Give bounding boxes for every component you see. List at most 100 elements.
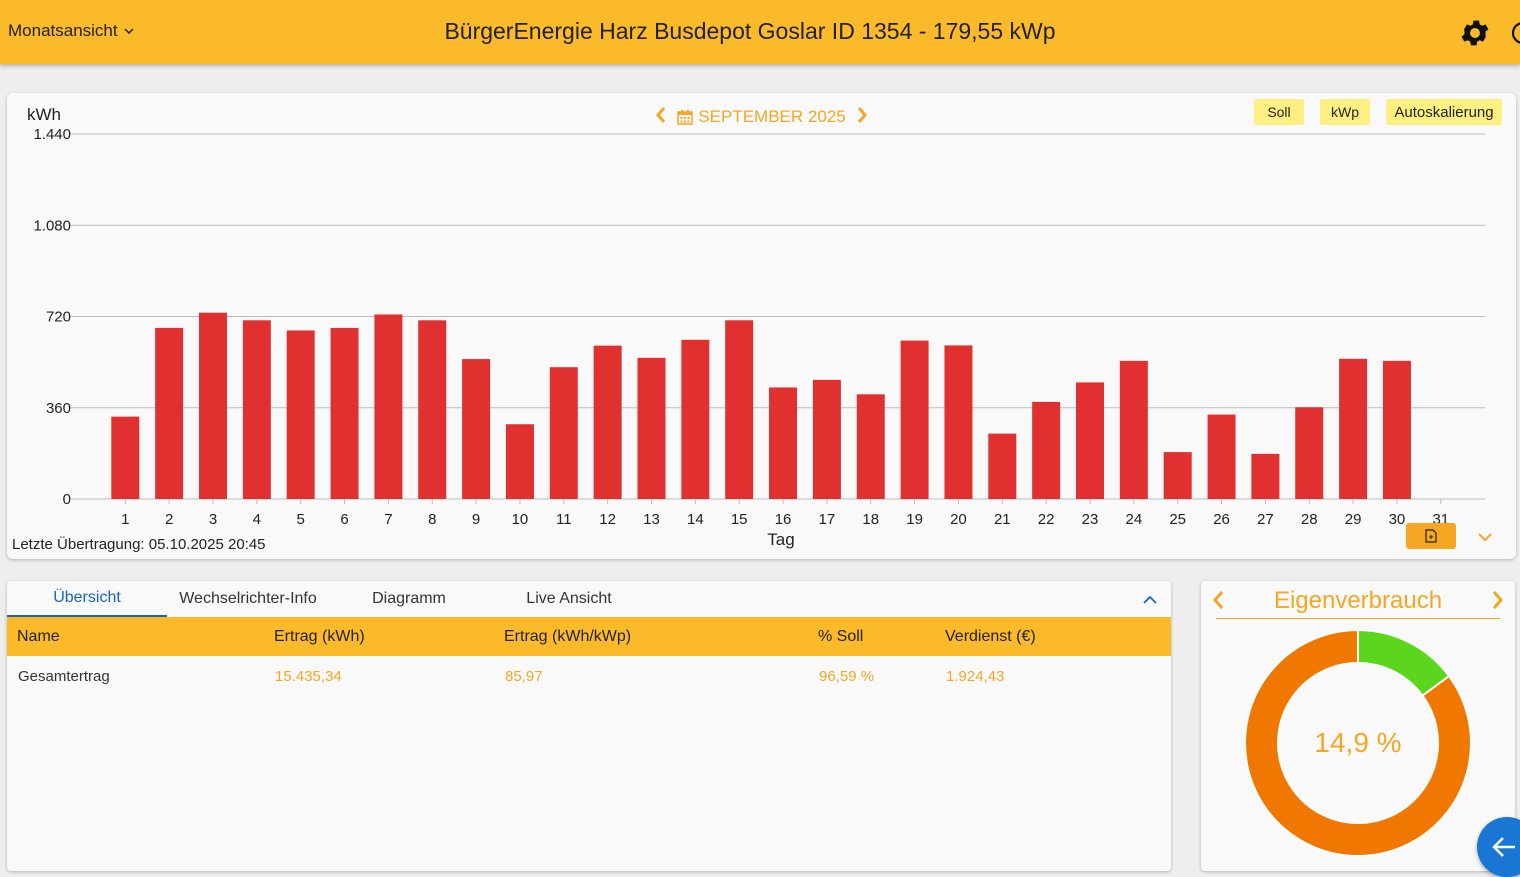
x-tick-label: 25 (1169, 511, 1186, 528)
x-tick-label: 5 (297, 511, 305, 528)
x-tick-label: 27 (1257, 511, 1274, 528)
bar (155, 327, 184, 499)
eigenverbrauch-title: Eigenverbrauch (1273, 587, 1443, 614)
tab-bar: Übersicht Wechselrichter-Info Diagramm L… (7, 581, 1171, 617)
column-header-name[interactable]: Name (17, 628, 60, 645)
x-tick-label: 26 (1213, 511, 1230, 528)
column-header-ertrag-kwh[interactable]: Ertrag (kWh) (274, 628, 365, 645)
table-row: Gesamtertrag 15.435,34 85,97 96,59 % 1.9… (7, 656, 1171, 696)
bar (725, 320, 754, 499)
month-label[interactable]: SEPTEMBER 2025 (698, 106, 846, 126)
bar (418, 320, 447, 499)
bar (1163, 452, 1192, 499)
view-select-dropdown[interactable]: Monatsansicht (8, 21, 134, 41)
bar (900, 340, 929, 499)
bar (549, 367, 578, 499)
kwp-toggle[interactable]: kWp (1320, 99, 1370, 125)
x-tick-label: 30 (1389, 511, 1406, 528)
chevron-right-icon[interactable] (1491, 589, 1505, 611)
tab-live-ansicht[interactable]: Live Ansicht (526, 590, 612, 607)
page-title: BürgerEnergie Harz Busdepot Goslar ID 13… (444, 18, 1056, 44)
bar (1207, 414, 1236, 499)
chart-card: kWh 0 360 720 1.080 1.440 1 2 3 4 5 6 7 8 9 10 11 12 13 14 1… (7, 93, 1516, 559)
bar (1032, 401, 1061, 499)
bar (1295, 407, 1324, 499)
chevron-left-icon[interactable] (1211, 589, 1225, 611)
x-tick-label: 18 (862, 511, 879, 528)
autoscale-toggle[interactable]: Autoskalierung (1386, 99, 1502, 125)
title-divider (1216, 618, 1500, 619)
table-header: Name Ertrag (kWh) Ertrag (kWh/kWp) % Sol… (7, 617, 1171, 656)
column-header-ertrag-kwh-kwp[interactable]: Ertrag (kWh/kWp) (504, 628, 632, 645)
soll-toggle[interactable]: Soll (1254, 99, 1304, 125)
bar (242, 320, 271, 499)
eigenverbrauch-donut (1244, 629, 1472, 857)
bar (593, 345, 622, 499)
x-tick-label: 28 (1301, 511, 1318, 528)
y-tick-label: 1.080 (33, 217, 71, 234)
bar (637, 357, 666, 499)
bar (1339, 358, 1368, 499)
bar (988, 433, 1017, 499)
bar (1119, 360, 1148, 499)
bar (1382, 360, 1411, 499)
bar (462, 359, 491, 499)
tab-diagramm[interactable]: Diagramm (372, 590, 446, 607)
x-tick-label: 17 (819, 511, 836, 528)
gear-icon[interactable] (1458, 16, 1492, 50)
bar (769, 387, 798, 499)
bar (111, 416, 140, 499)
export-button[interactable] (1406, 523, 1456, 549)
chevron-down-icon[interactable] (1475, 527, 1495, 547)
bar (856, 394, 885, 499)
x-tick-label: 9 (472, 511, 480, 528)
chevron-down-icon (124, 28, 134, 35)
y-tick-label: 0 (63, 491, 71, 508)
x-tick-label: 23 (1082, 511, 1099, 528)
column-header-soll[interactable]: % Soll (818, 628, 864, 645)
bar (505, 424, 534, 499)
x-tick-label: 16 (775, 511, 792, 528)
bar (1076, 382, 1104, 499)
bar (286, 330, 315, 499)
chevron-left-icon (656, 107, 666, 123)
chevron-up-icon[interactable] (1141, 591, 1159, 609)
cell-ertrag-kwh-kwp: 85,97 (505, 668, 543, 685)
x-tick-label: 20 (950, 511, 967, 528)
x-tick-label: 1 (121, 511, 129, 528)
overview-card: Übersicht Wechselrichter-Info Diagramm L… (7, 581, 1171, 871)
x-tick-label: 8 (428, 511, 436, 528)
x-tick-label: 12 (599, 511, 616, 528)
cell-ertrag-kwh: 15.435,34 (275, 668, 342, 685)
last-transfer-text: Letzte Übertragung: 05.10.2025 20:45 (12, 536, 266, 553)
prev-month-button[interactable] (655, 106, 667, 127)
arrow-left-icon (1492, 837, 1515, 857)
bar (374, 314, 403, 499)
x-axis-label: Tag (767, 530, 794, 549)
y-tick-label: 360 (46, 400, 71, 417)
tab-uebersicht[interactable]: Übersicht (7, 581, 167, 617)
y-axis-unit-label: kWh (27, 105, 61, 124)
eigenverbrauch-card: Eigenverbrauch 14,9 % (1201, 581, 1515, 871)
next-month-button[interactable] (856, 106, 868, 127)
x-tick-label: 24 (1126, 511, 1143, 528)
help-icon[interactable] (1510, 20, 1520, 46)
cell-name: Gesamtertrag (18, 668, 110, 685)
cell-soll: 96,59 % (819, 668, 875, 685)
y-tick-label: 1.440 (33, 126, 71, 143)
x-tick-label: 13 (643, 511, 660, 528)
x-tick-label: 3 (209, 511, 217, 528)
x-tick-label: 2 (165, 511, 173, 528)
x-tick-label: 22 (1038, 511, 1055, 528)
column-header-verdienst[interactable]: Verdienst (€) (945, 628, 1036, 645)
tab-wechselrichter-info[interactable]: Wechselrichter-Info (179, 590, 317, 607)
bar (330, 327, 359, 499)
top-bar: Monatsansicht BürgerEnergie Harz Busdepo… (0, 0, 1520, 64)
y-tick-label: 720 (46, 309, 71, 326)
x-tick-label: 6 (340, 511, 348, 528)
file-export-icon (1425, 529, 1437, 543)
cell-verdienst: 1.924,43 (946, 668, 1005, 685)
month-navigator: SEPTEMBER 2025 (7, 106, 1516, 127)
bar (1251, 453, 1280, 499)
